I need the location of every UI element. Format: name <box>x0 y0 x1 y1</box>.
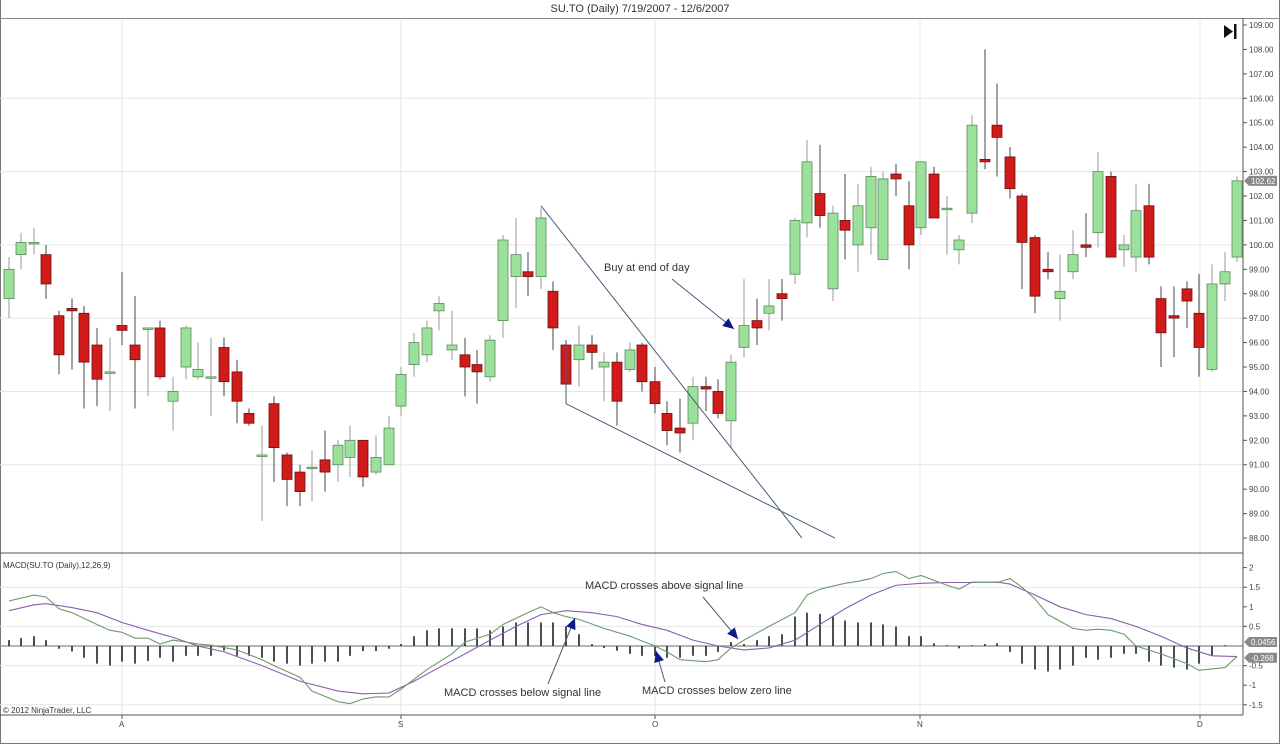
below-zero-arrow-icon <box>654 650 666 683</box>
svg-text:-0.5: -0.5 <box>1249 662 1263 671</box>
chart-title: SU.TO (Daily) 7/19/2007 - 12/6/2007 <box>550 3 730 15</box>
trendlines <box>540 205 836 539</box>
x-axis-label: O <box>652 720 658 729</box>
svg-text:92.00: 92.00 <box>1249 436 1270 445</box>
below-signal-arrow-icon <box>547 617 576 685</box>
svg-text:-1.5: -1.5 <box>1249 701 1263 710</box>
x-axis-label: N <box>917 720 923 729</box>
svg-text:2: 2 <box>1249 564 1254 573</box>
svg-text:88.00: 88.00 <box>1249 534 1270 543</box>
svg-text:101.00: 101.00 <box>1249 216 1274 225</box>
axes: 109.00 108.00 107.00 106.00 105.00 104.00 103.… <box>0 18 1277 729</box>
x-axis-label: A <box>119 720 125 729</box>
skip-to-end-icon[interactable] <box>1224 24 1237 39</box>
svg-text:109.00: 109.00 <box>1249 21 1274 30</box>
svg-text:104.00: 104.00 <box>1249 143 1274 152</box>
svg-text:106.00: 106.00 <box>1249 94 1274 103</box>
macd-below-zero-text: MACD crosses below zero line <box>642 685 792 697</box>
buy-arrow-icon <box>671 278 735 330</box>
macd-above-signal-text: MACD crosses above signal line <box>585 580 743 592</box>
svg-text:103.00: 103.00 <box>1249 168 1274 177</box>
signal-value-badge: -0.268 <box>1244 652 1277 663</box>
macd-indicator-label: MACD(SU.TO (Daily),12,26,9) <box>3 561 111 570</box>
annotations: Buy at end of day MACD crosses above sign… <box>444 262 792 699</box>
svg-text:-1: -1 <box>1249 681 1257 690</box>
svg-text:90.00: 90.00 <box>1249 485 1270 494</box>
svg-text:96.00: 96.00 <box>1249 339 1270 348</box>
grid-lines <box>0 20 1243 715</box>
x-axis-label: S <box>398 720 403 729</box>
svg-text:107.00: 107.00 <box>1249 70 1274 79</box>
svg-text:89.00: 89.00 <box>1249 510 1270 519</box>
svg-text:93.00: 93.00 <box>1249 412 1270 421</box>
svg-text:100.00: 100.00 <box>1249 241 1274 250</box>
x-axis-label: D <box>1197 720 1203 729</box>
svg-text:91.00: 91.00 <box>1249 461 1270 470</box>
title-divider <box>0 18 1280 19</box>
above-signal-arrow-icon <box>702 596 739 640</box>
last-price-badge: 102.62 <box>1244 175 1277 186</box>
svg-text:1: 1 <box>1249 603 1254 612</box>
macd-indicator <box>0 570 1243 705</box>
svg-text:95.00: 95.00 <box>1249 363 1270 372</box>
svg-text:97.00: 97.00 <box>1249 314 1270 323</box>
buy-annotation-text: Buy at end of day <box>604 262 690 274</box>
macd-below-signal-text: MACD crosses below signal line <box>444 687 601 699</box>
svg-text:98.00: 98.00 <box>1249 290 1270 299</box>
price-candles <box>3 49 1243 521</box>
svg-text:94.00: 94.00 <box>1249 387 1270 396</box>
svg-text:108.00: 108.00 <box>1249 45 1274 54</box>
svg-text:0.5: 0.5 <box>1249 622 1261 631</box>
svg-text:0.0456: 0.0456 <box>1251 638 1276 647</box>
svg-text:105.00: 105.00 <box>1249 119 1274 128</box>
copyright-text: © 2012 NinjaTrader, LLC <box>3 706 92 715</box>
svg-text:1.5: 1.5 <box>1249 583 1261 592</box>
svg-text:-0.268: -0.268 <box>1251 654 1274 663</box>
svg-text:102.62: 102.62 <box>1251 177 1276 186</box>
svg-text:99.00: 99.00 <box>1249 265 1270 274</box>
svg-text:102.00: 102.00 <box>1249 192 1274 201</box>
macd-value-badge: 0.0456 <box>1244 637 1277 648</box>
